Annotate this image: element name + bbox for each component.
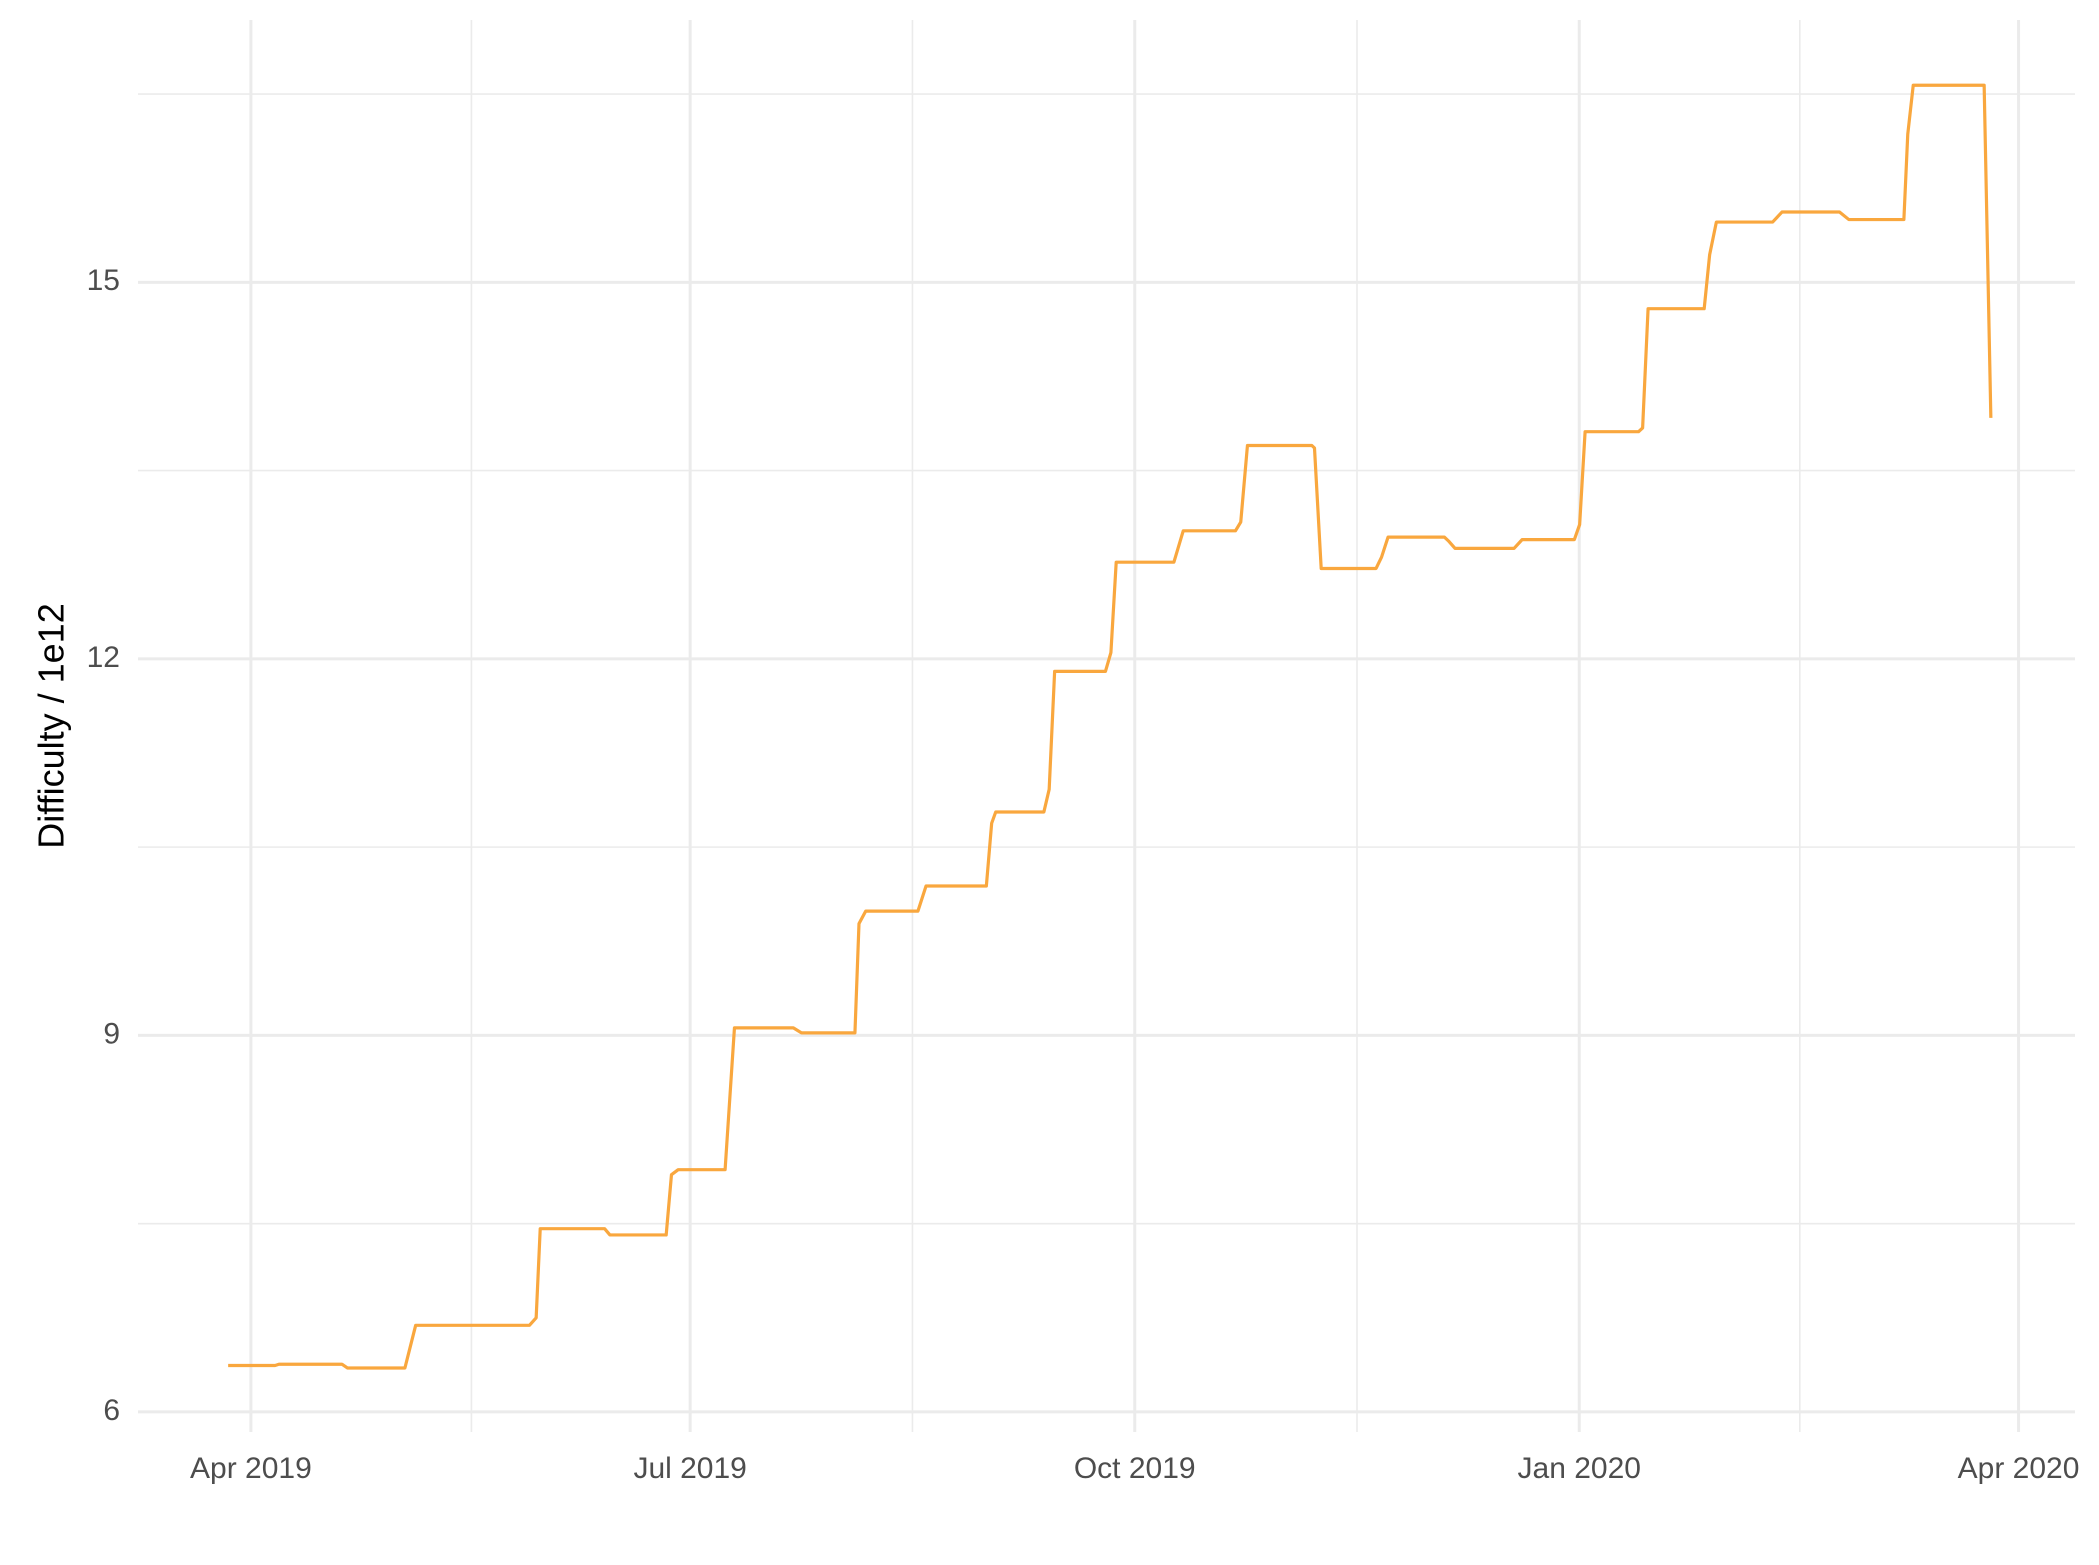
y-tick-label: 6 xyxy=(103,1394,120,1427)
data-line xyxy=(228,83,1993,1370)
y-tick-label: 12 xyxy=(87,641,120,674)
y-tick-label: 15 xyxy=(87,264,120,297)
x-tick-label: Oct 2019 xyxy=(1074,1452,1196,1485)
x-tick-label: Jan 2020 xyxy=(1518,1452,1641,1485)
x-tick-label: Jul 2019 xyxy=(633,1452,746,1485)
x-tick-label: Apr 2020 xyxy=(1958,1452,2080,1485)
x-tick-label: Apr 2019 xyxy=(190,1452,312,1485)
y-tick-label: 9 xyxy=(103,1017,120,1050)
y-axis-label: Difficulty / 1e12 xyxy=(31,603,72,848)
